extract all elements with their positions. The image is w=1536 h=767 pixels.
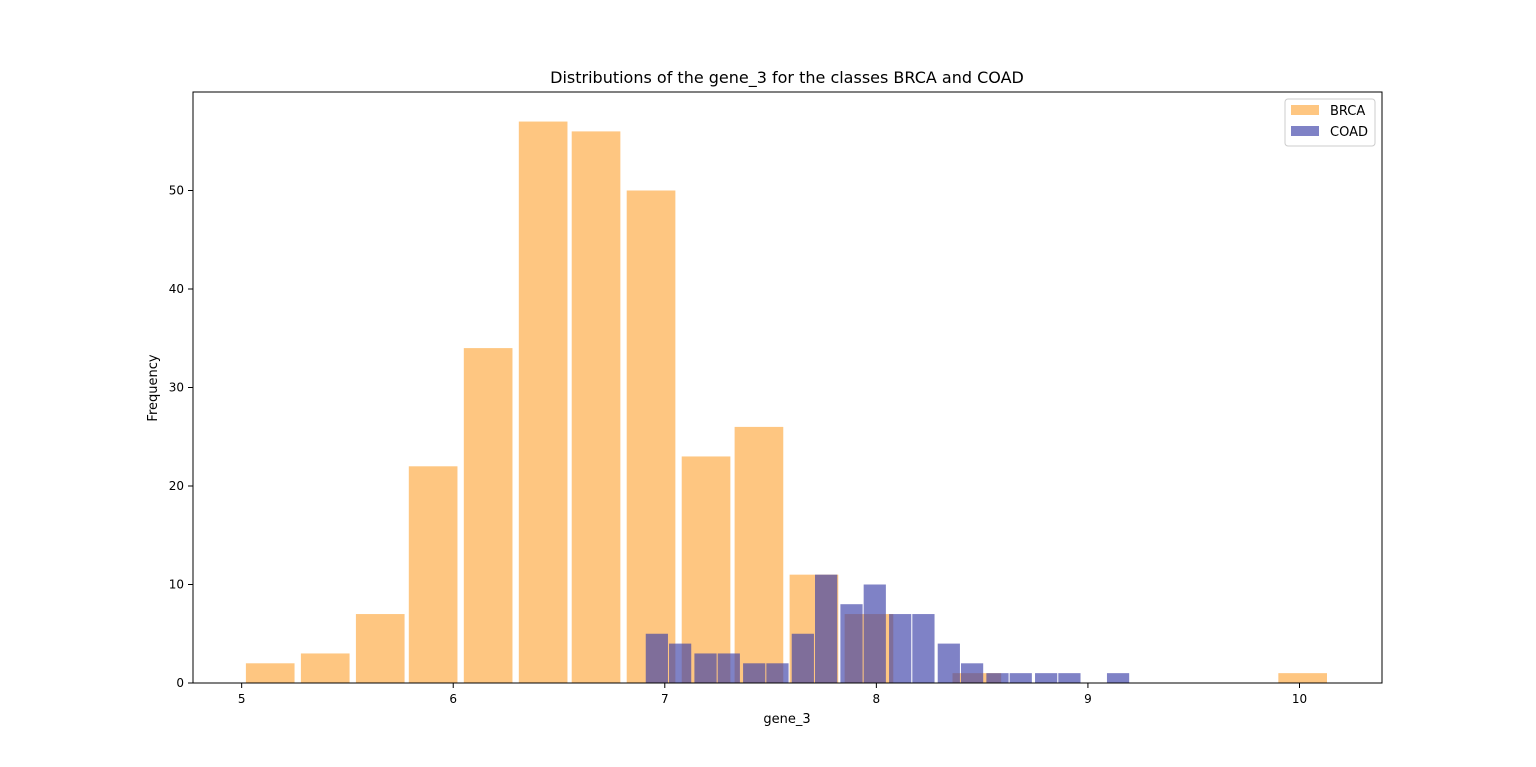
bar-coad-16 [1035,673,1058,683]
y-axis: 0 10 20 30 40 50 [169,184,193,690]
bar-brca-1 [300,653,350,683]
bar-coad-12 [937,643,960,683]
bar-brca-3 [408,466,458,683]
y-tick-label: 0 [176,676,184,690]
x-axis: 5 6 7 8 9 10 [238,683,1307,706]
series-brca [245,121,1327,684]
bar-coad-7 [815,574,838,683]
bar-coad-18 [1106,673,1130,683]
bar-brca-2 [355,614,405,683]
bar-brca-4 [463,348,513,683]
bar-coad-10 [889,614,912,683]
bar-brca-5 [518,121,568,684]
plot-frame [192,91,1383,684]
bar-coad-14 [986,673,1009,683]
x-tick-label: 10 [1292,692,1307,706]
bar-brca-7 [626,190,676,683]
x-tick-label: 5 [238,692,246,706]
bar-brca-13 [1278,673,1327,683]
bar-coad-8 [840,604,863,683]
y-tick-label: 40 [169,282,184,296]
bar-coad-13 [960,663,984,683]
chart-title: Distributions of the gene_3 for the clas… [550,68,1024,88]
legend-label-coad: COAD [1330,125,1368,140]
bar-brca-9 [734,426,784,683]
bar-coad-6 [791,633,814,683]
bar-coad-11 [912,614,935,683]
x-axis-label: gene_3 [763,712,810,727]
bar-brca-6 [571,131,621,683]
x-tick-label: 7 [661,692,669,706]
y-tick-label: 10 [169,578,184,592]
bar-coad-0 [645,633,668,683]
x-tick-label: 6 [449,692,457,706]
bar-coad-9 [863,584,886,683]
bar-coad-2 [694,653,717,683]
bar-coad-4 [743,663,766,683]
legend-swatch-brca [1291,105,1319,115]
bars-layer [245,121,1327,684]
bar-brca-0 [245,663,295,683]
x-tick-label: 8 [873,692,881,706]
bar-coad-3 [717,653,740,683]
series-coad [645,574,1130,683]
bar-coad-1 [669,643,692,683]
bar-coad-5 [766,663,789,683]
legend: BRCA COAD [1284,98,1376,147]
y-axis-label: Frequency [146,354,161,421]
y-tick-label: 20 [169,479,184,493]
legend-label-brca: BRCA [1330,104,1365,119]
bar-coad-17 [1058,673,1081,683]
legend-swatch-coad [1291,126,1319,136]
x-tick-label: 9 [1084,692,1092,706]
y-tick-label: 30 [169,381,184,395]
y-tick-label: 50 [169,184,184,198]
bar-coad-15 [1009,673,1032,683]
